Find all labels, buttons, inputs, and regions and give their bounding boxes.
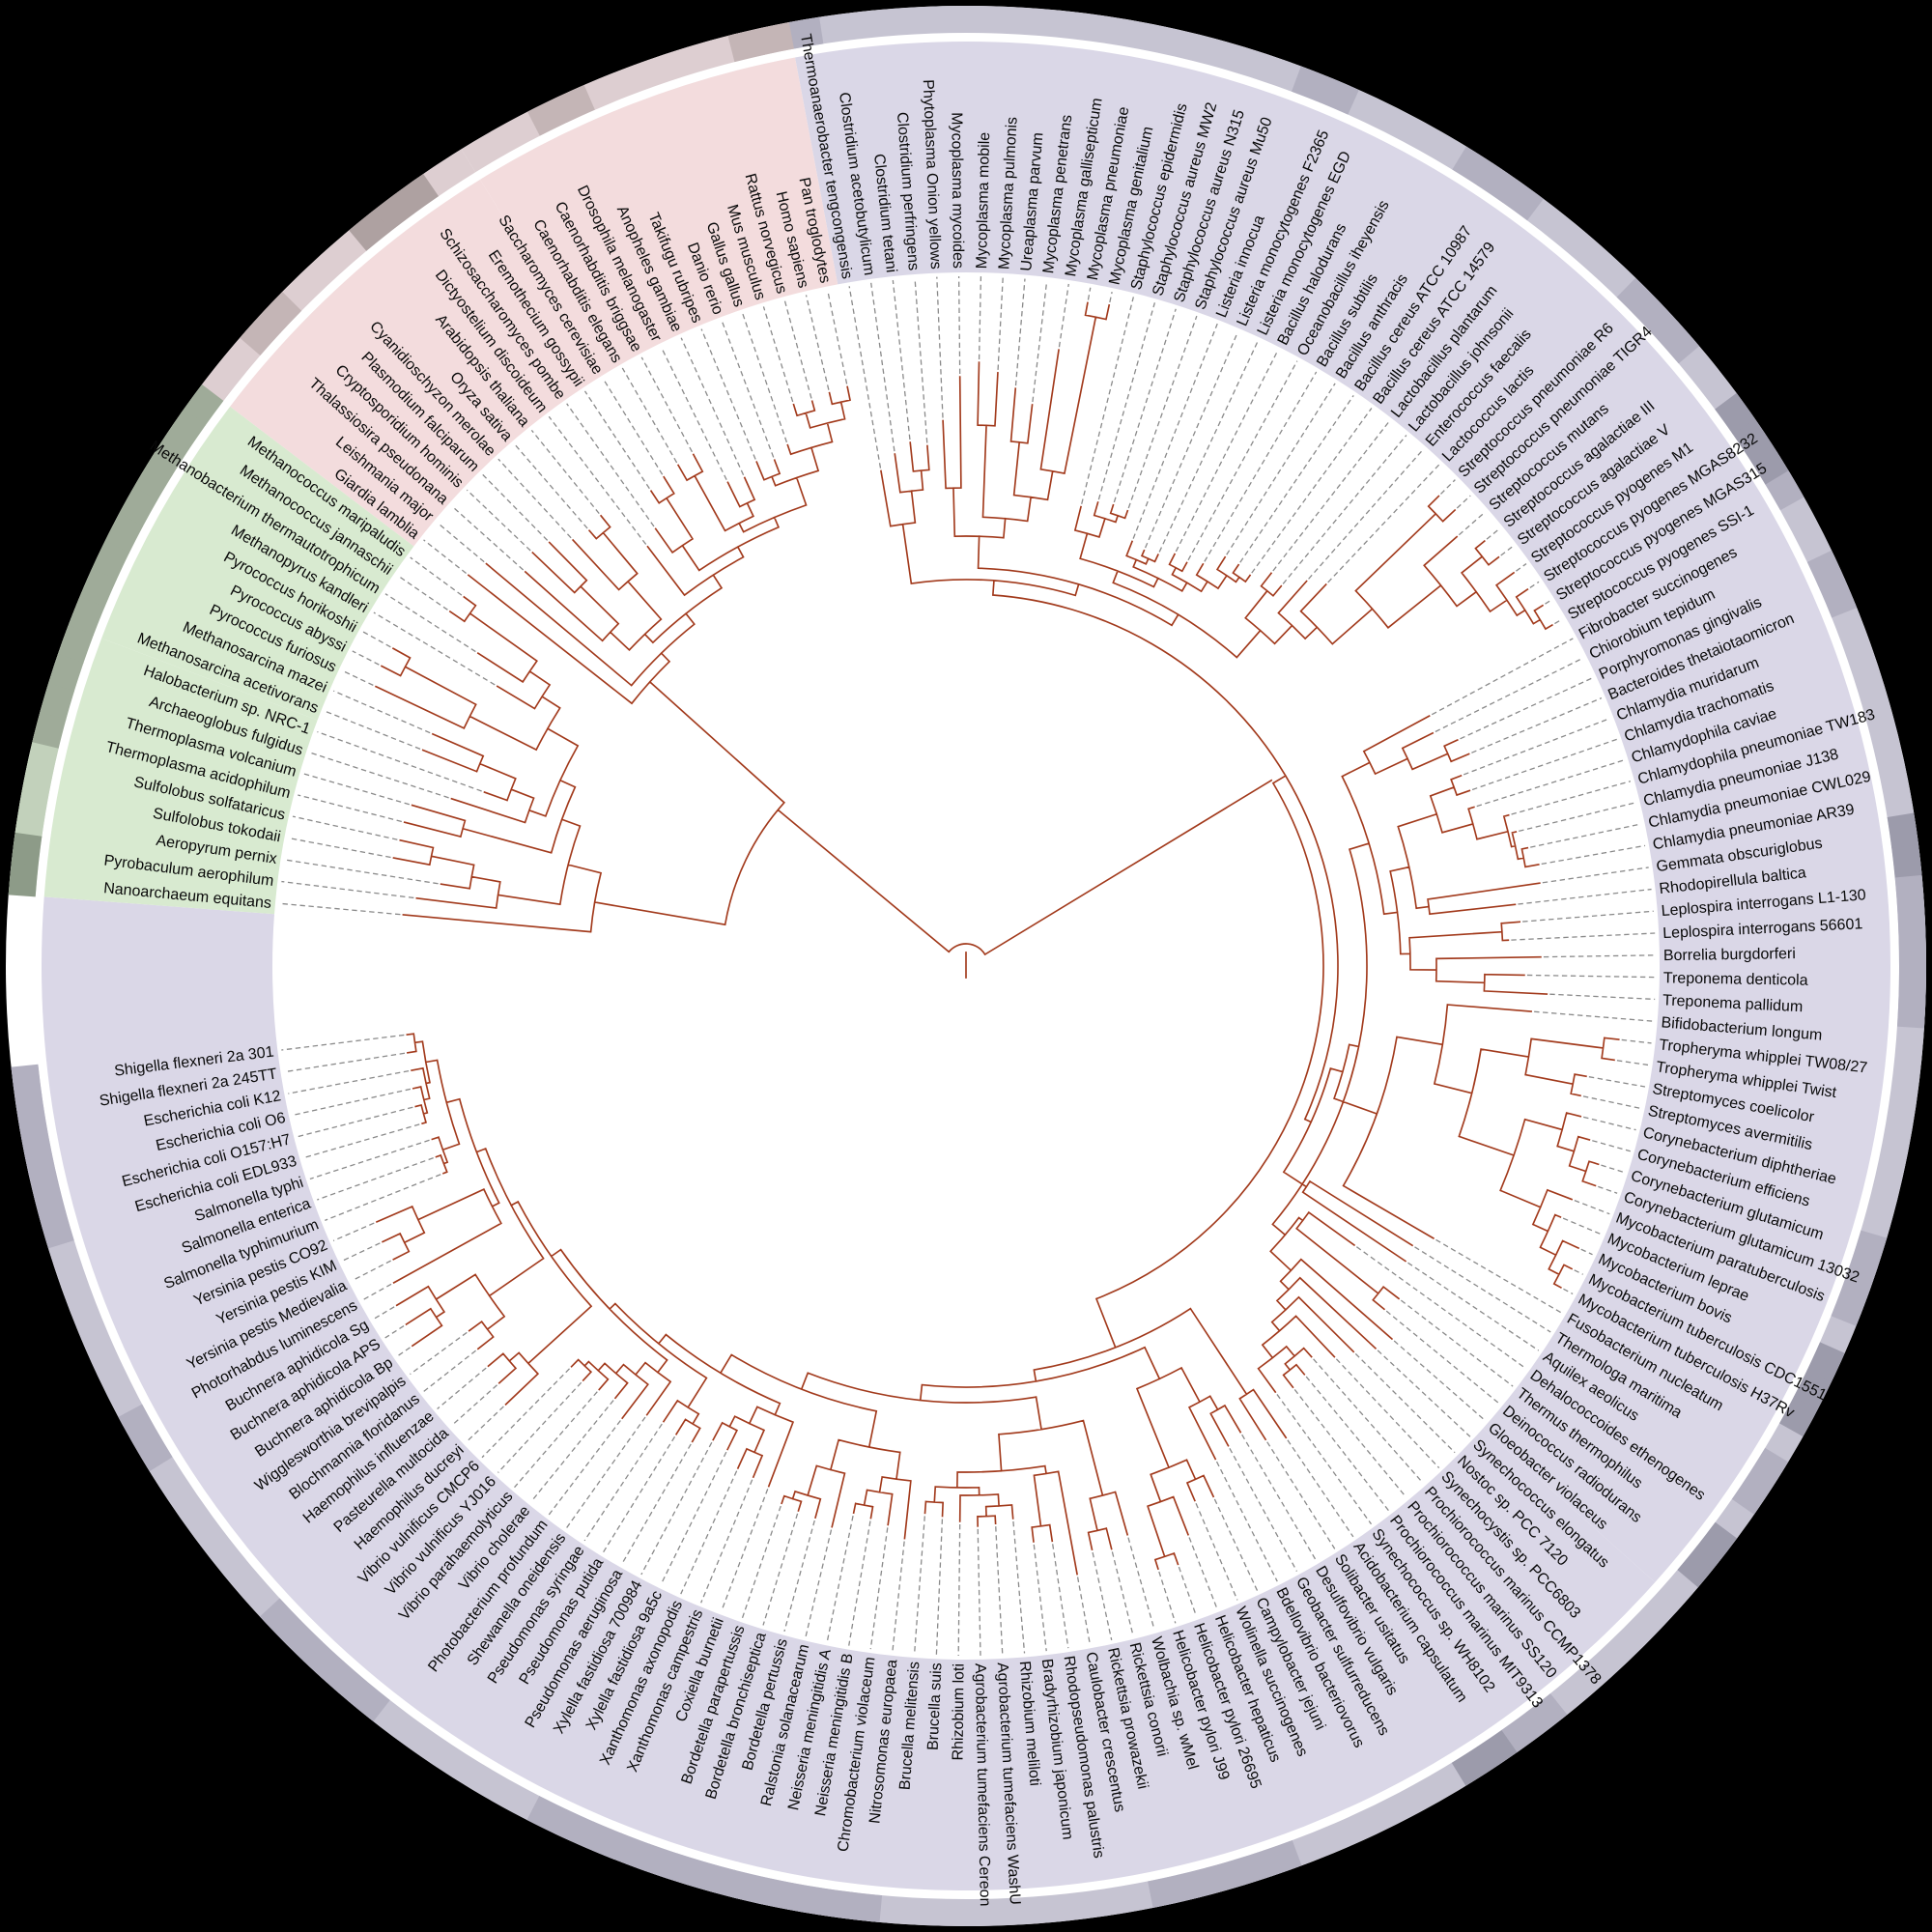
svg-text:Rhizobium loti: Rhizobium loti	[950, 1663, 967, 1761]
svg-text:Mycoplasma mycoides: Mycoplasma mycoides	[948, 112, 966, 269]
svg-text:Agrobacterium tumefaciens Cere: Agrobacterium tumefaciens Cereon	[972, 1663, 993, 1907]
svg-text:Treponema pallidum: Treponema pallidum	[1662, 992, 1804, 1015]
svg-text:Brucella suis: Brucella suis	[925, 1662, 946, 1750]
svg-text:Treponema denticola: Treponema denticola	[1663, 970, 1808, 988]
svg-text:Mycoplasma mobile: Mycoplasma mobile	[974, 132, 993, 270]
svg-text:Borrelia burgdorferi: Borrelia burgdorferi	[1663, 946, 1796, 964]
